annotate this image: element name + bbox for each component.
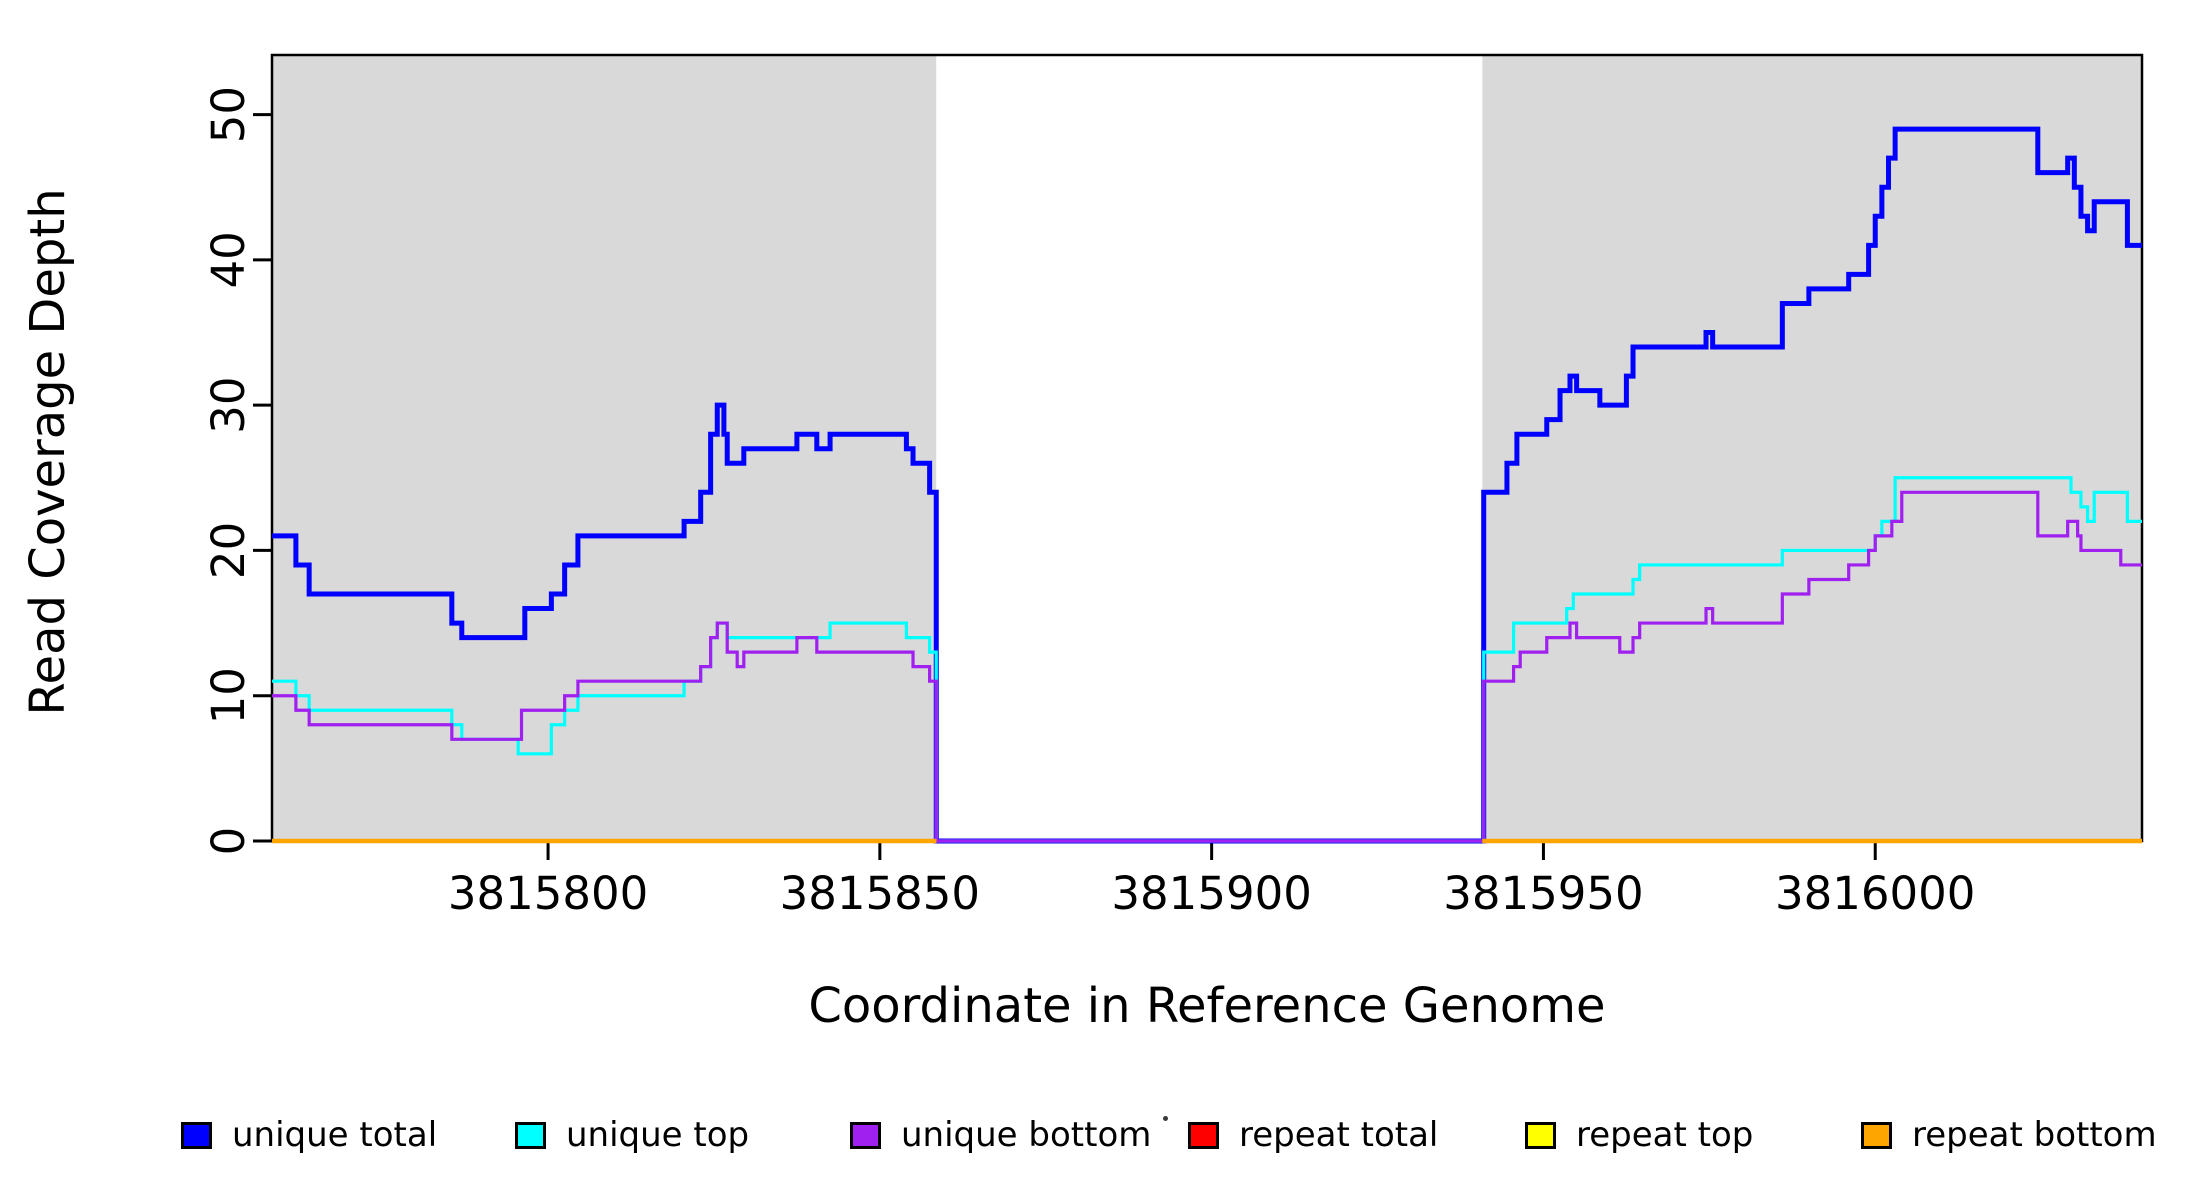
- y-tick-label: 20: [202, 522, 255, 579]
- x-tick-label: 3815800: [448, 867, 648, 920]
- shaded-region-1: [1482, 55, 2142, 841]
- x-tick-label: 3815950: [1443, 867, 1643, 920]
- x-axis-title: Coordinate in Reference Genome: [808, 978, 1606, 1034]
- stray-dot: [1163, 1116, 1168, 1121]
- y-tick-label: 10: [202, 667, 255, 724]
- shaded-region-0: [272, 55, 937, 841]
- series-unique-total: [272, 126, 2142, 844]
- series-unique-top: [272, 476, 2142, 843]
- y-tick-label: 30: [202, 377, 255, 434]
- x-tick-label: 3816000: [1775, 867, 1975, 920]
- y-tick-label: 50: [202, 86, 255, 143]
- x-tick-label: 3815850: [780, 867, 980, 920]
- y-tick-label: 0: [202, 827, 255, 856]
- y-tick-label: 40: [202, 231, 255, 288]
- y-axis-title: Read Coverage Depth: [20, 188, 76, 716]
- series-unique-bottom: [272, 490, 2142, 843]
- x-tick-label: 3815900: [1111, 867, 1311, 920]
